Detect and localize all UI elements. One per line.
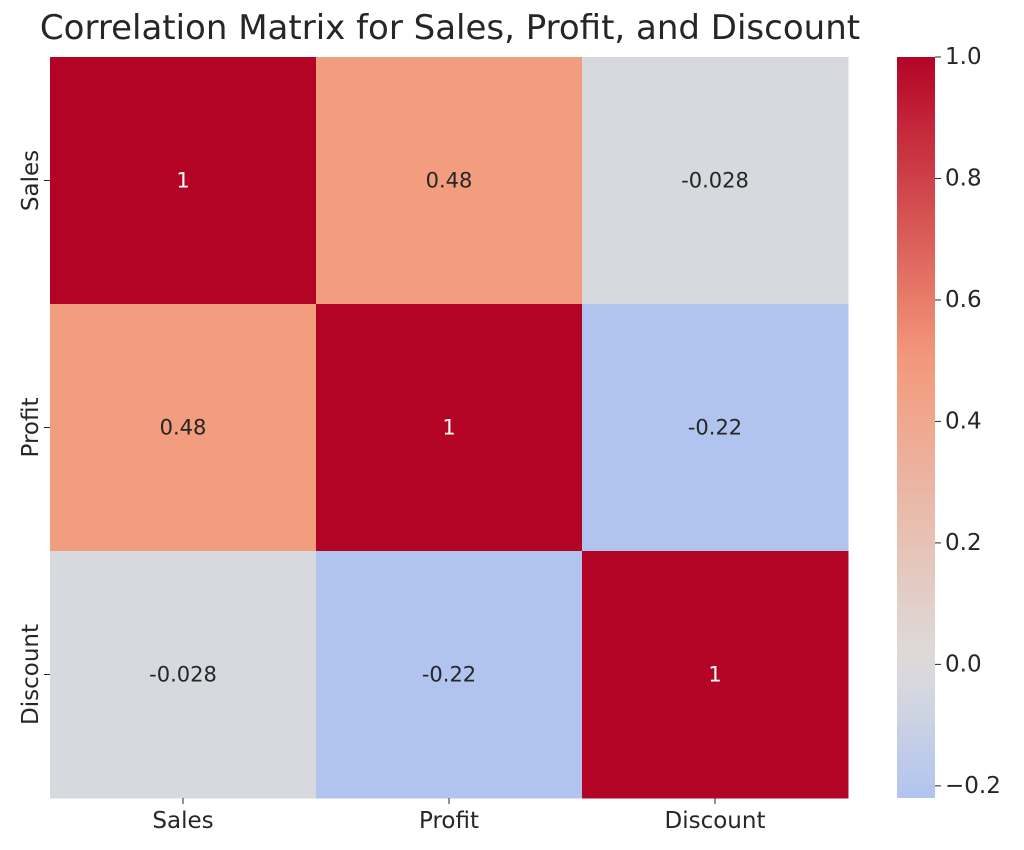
colorbar-tick-label: 0.2: [945, 530, 982, 556]
colorbar-tick-label: 1.0: [945, 44, 982, 70]
heatmap-cell: [50, 551, 317, 799]
cell-value-label: -0.22: [688, 416, 742, 440]
x-tick-label: Profit: [419, 808, 479, 834]
colorbar: −0.2 0.0 0.2 0.4 0.6 0.8 1.0: [897, 44, 1001, 799]
heatmap-cell: [316, 57, 583, 305]
cell-value-label: 1: [442, 416, 455, 440]
colorbar-tick-label: 0.4: [945, 408, 982, 434]
heatmap-cell: [582, 57, 849, 305]
heatmap-cell: [50, 57, 317, 305]
cell-value-label: -0.028: [681, 169, 749, 193]
heatmap-cell: [582, 551, 849, 799]
colorbar-gradient: [897, 57, 935, 798]
colorbar-tick-label: 0.0: [945, 651, 982, 677]
colorbar-tick-label: 0.6: [945, 287, 982, 313]
heatmap-cell: [316, 304, 583, 552]
y-axis: Sales Profit Discount: [18, 150, 50, 725]
chart-title: Correlation Matrix for Sales, Profit, an…: [39, 8, 861, 48]
cell-value-label: -0.028: [149, 663, 217, 687]
x-axis: Sales Profit Discount: [152, 798, 765, 834]
cell-value-label: -0.22: [422, 663, 476, 687]
cell-value-label: 1: [176, 169, 189, 193]
cell-value-label: 0.48: [160, 416, 207, 440]
cell-value-label: 1: [708, 663, 721, 687]
heatmap-cells: 1 0.48 -0.028 0.48 1 -0.22 -0.028 -0.22 1: [50, 57, 849, 799]
y-tick-label: Profit: [18, 398, 44, 458]
x-tick-label: Discount: [665, 808, 766, 834]
heatmap-cell: [50, 304, 317, 552]
colorbar-tick-label: 0.8: [945, 165, 982, 191]
x-tick-label: Sales: [152, 808, 213, 834]
colorbar-tick-label: −0.2: [945, 773, 1001, 799]
y-tick-label: Sales: [18, 150, 44, 211]
heatmap-cell: [316, 551, 583, 799]
heatmap-cell: [582, 304, 849, 552]
cell-value-label: 0.48: [426, 169, 473, 193]
y-tick-label: Discount: [18, 624, 44, 725]
